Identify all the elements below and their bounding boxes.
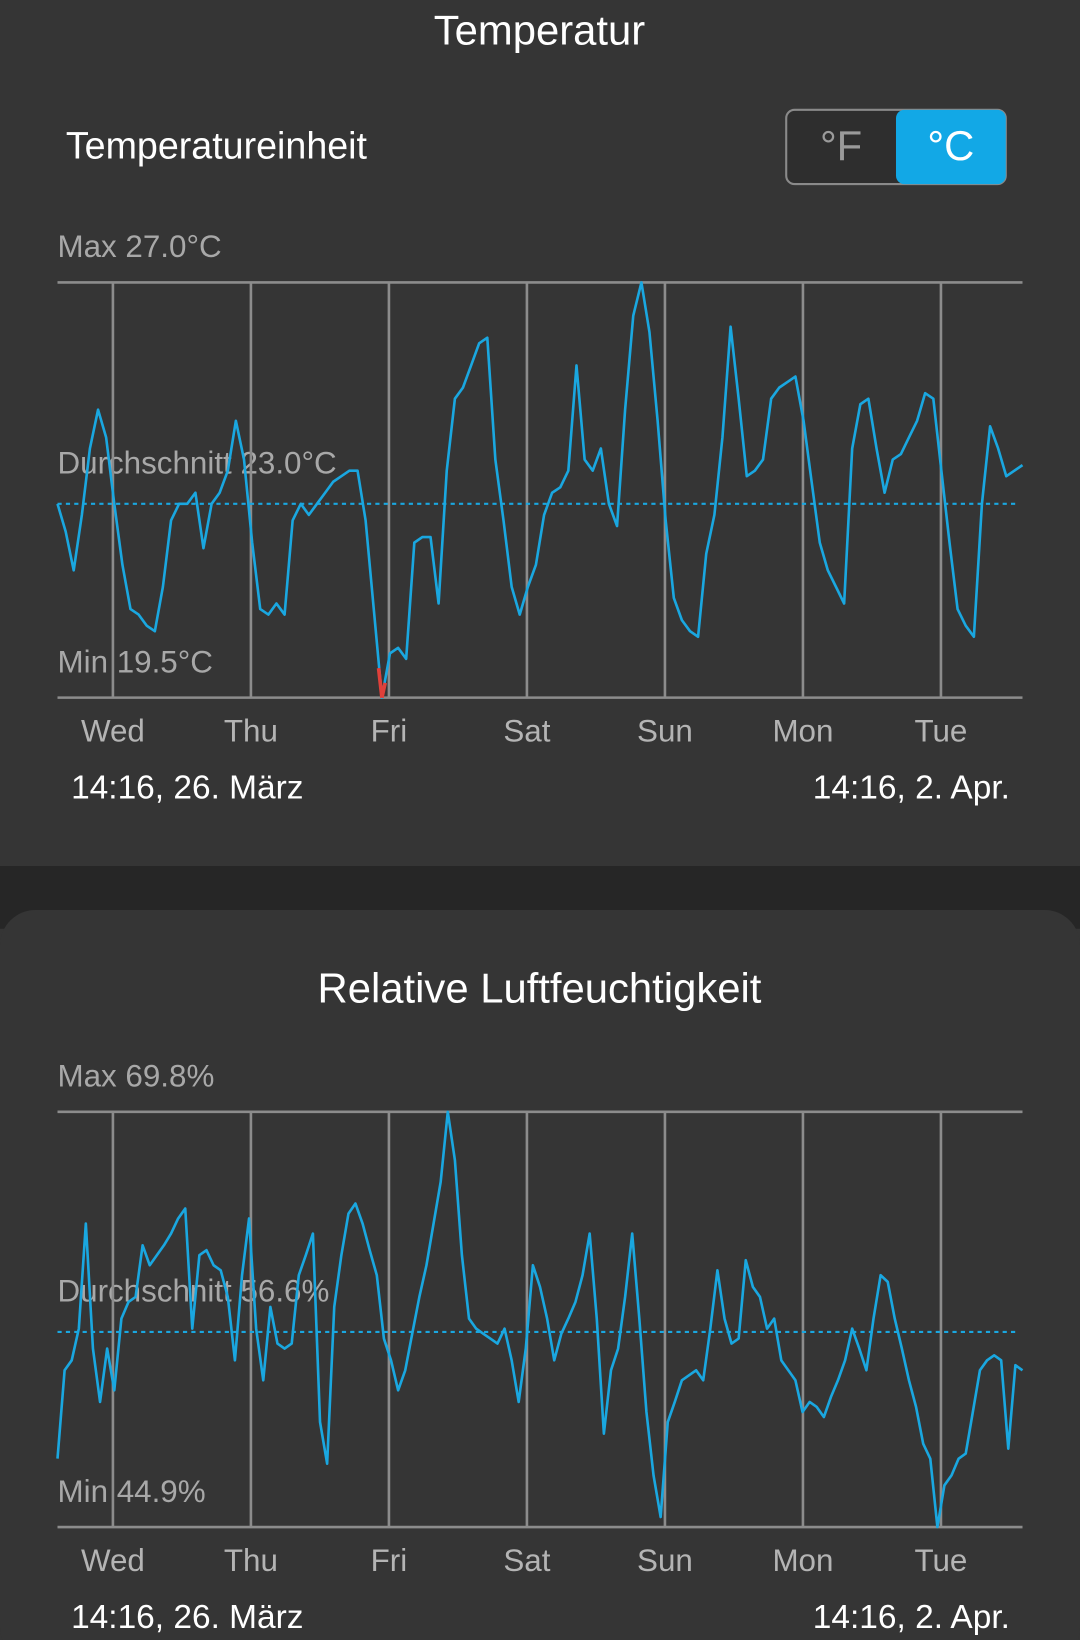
- x-tick-label: Wed: [81, 713, 145, 748]
- average-label: Durchschnitt 56.6%: [58, 1274, 330, 1309]
- unit-toggle: °F °C: [785, 108, 1007, 186]
- humidity-card: [0, 909, 1080, 1640]
- toggle-option-label[interactable]: °C: [927, 122, 974, 169]
- date-start: 14:16, 26. März: [71, 1599, 303, 1636]
- x-tick-label: Tue: [915, 1543, 968, 1578]
- y-tick-label: Max 27.0°C: [58, 229, 222, 264]
- x-tick-label: Mon: [772, 713, 833, 748]
- series-line: [56, 281, 1024, 699]
- x-tick-label: Sat: [503, 1543, 550, 1578]
- x-tick-label: Sat: [503, 713, 550, 748]
- unit-label: Temperatureinheit: [66, 124, 368, 166]
- low-segment: [376, 667, 387, 699]
- toggle-option[interactable]: [895, 109, 1006, 185]
- x-tick-label: Sun: [637, 1543, 693, 1578]
- x-tick-label: Thu: [224, 1543, 278, 1578]
- x-tick-label: Thu: [224, 713, 278, 748]
- x-tick-label: Mon: [772, 1543, 833, 1578]
- average-label: Durchschnitt 23.0°C: [58, 445, 337, 480]
- chart-title: Relative Luftfeuchtigkeit: [318, 965, 762, 1012]
- series-line: [56, 1110, 1024, 1529]
- y-tick-label: Max 69.8%: [58, 1059, 215, 1094]
- y-tick-label: Min 19.5°C: [58, 644, 213, 679]
- date-end: 14:16, 2. Apr.: [813, 1599, 1010, 1636]
- date-start: 14:16, 26. März: [71, 770, 303, 807]
- date-end: 14:16, 2. Apr.: [813, 770, 1010, 807]
- x-tick-label: Fri: [371, 713, 408, 748]
- x-tick-label: Wed: [81, 1543, 145, 1578]
- toggle-option-label[interactable]: °F: [820, 122, 862, 169]
- x-tick-label: Tue: [915, 713, 968, 748]
- x-tick-label: Sun: [637, 713, 693, 748]
- x-tick-label: Fri: [371, 1543, 408, 1578]
- page-title: Temperatur: [434, 7, 646, 54]
- y-tick-label: Min 44.9%: [58, 1474, 206, 1509]
